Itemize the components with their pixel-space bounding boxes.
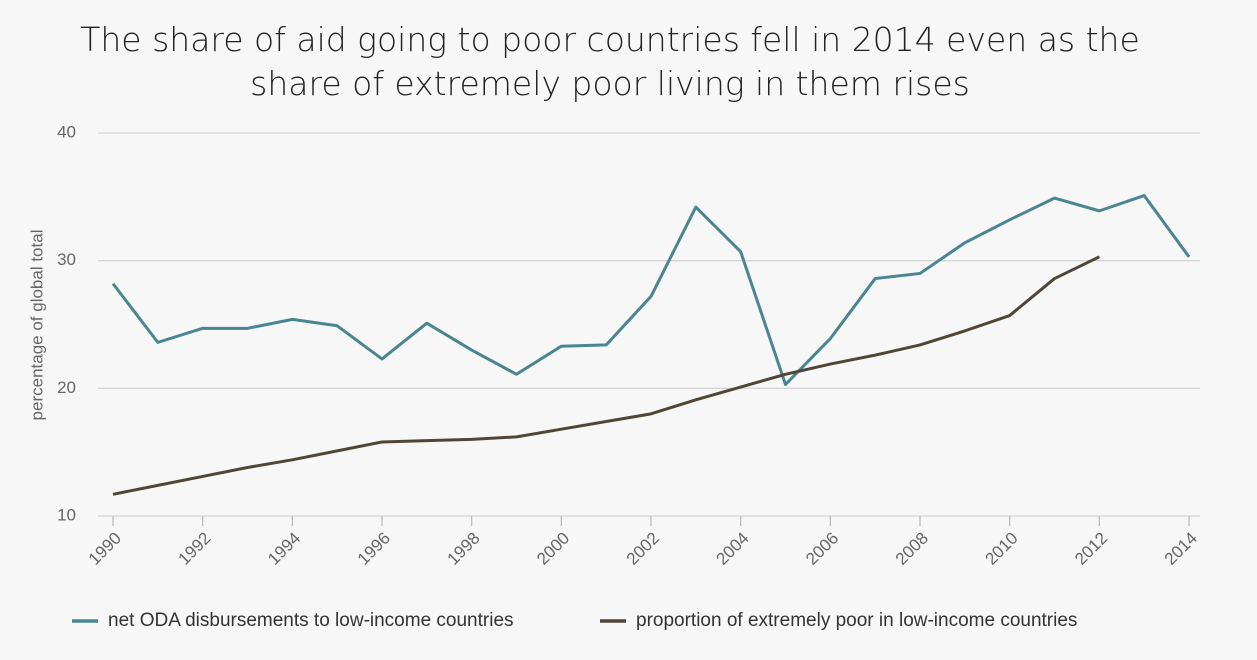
legend-label: net ODA disbursements to low-income coun… <box>108 610 514 631</box>
series-line <box>112 255 1100 496</box>
x-tick-label: 2014 <box>1161 529 1201 569</box>
y-tick-label: 30 <box>57 250 76 269</box>
x-tick-label: 1994 <box>264 529 304 569</box>
x-tick-label: 2004 <box>712 529 752 569</box>
y-tick-label: 20 <box>57 378 76 397</box>
x-tick-label: 2012 <box>1071 529 1111 569</box>
y-tick-label: 10 <box>57 505 76 524</box>
x-tick-label: 2000 <box>533 529 573 569</box>
x-tick-label: 2006 <box>802 529 842 569</box>
x-tick-label: 1998 <box>443 529 483 569</box>
x-tick-label: 2002 <box>623 529 663 569</box>
x-tick-label: 1996 <box>354 529 394 569</box>
series-line <box>111 194 1191 387</box>
x-tick-label: 1992 <box>174 529 214 569</box>
legend-label: proportion of extremely poor in low-inco… <box>636 610 1077 631</box>
x-tick-label: 2008 <box>892 529 932 569</box>
y-axis-label: percentage of global total <box>27 230 46 421</box>
chart-title: The share of aid going to poor countries… <box>80 20 1140 103</box>
x-tick-label: 1990 <box>85 529 125 569</box>
y-tick-label: 40 <box>57 122 76 141</box>
x-tick-label: 2010 <box>981 529 1021 569</box>
